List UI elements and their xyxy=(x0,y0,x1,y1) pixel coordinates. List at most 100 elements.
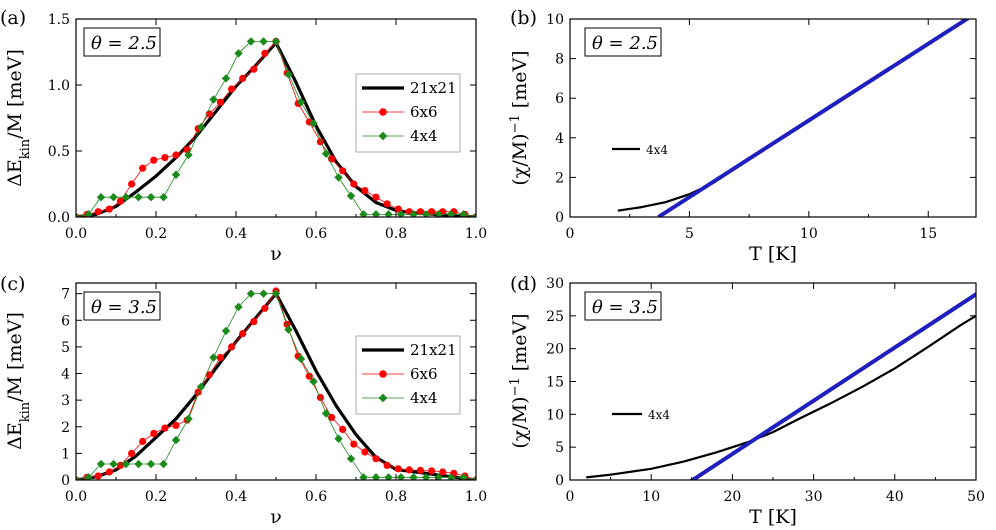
data-point-6x6 xyxy=(372,455,380,463)
data-point-6x6 xyxy=(172,421,180,429)
data-point-6x6 xyxy=(383,461,391,469)
data-point-4x4 xyxy=(284,70,293,79)
data-point-6x6 xyxy=(216,353,224,362)
data-point-6x6 xyxy=(439,468,447,476)
data-point-4x4 xyxy=(171,170,181,179)
y-tick-label: 0 xyxy=(555,473,564,489)
data-point-4x4 xyxy=(446,210,456,217)
y-tick-label: 10 xyxy=(546,407,564,423)
legend-label: 6x6 xyxy=(410,365,438,383)
y-tick-label: 20 xyxy=(546,342,564,358)
panel-label: (c) xyxy=(0,273,25,295)
data-point-4x4 xyxy=(346,454,356,463)
data-point-4x4 xyxy=(334,173,343,182)
x-tick-label: 0 xyxy=(566,489,575,505)
data-point-4x4 xyxy=(234,49,243,58)
data-point-4x4 xyxy=(246,37,256,46)
x-tick-label: 0.8 xyxy=(385,489,407,505)
data-point-6x6 xyxy=(316,393,324,402)
data-point-4x4 xyxy=(296,354,306,364)
y-tick-label: 25 xyxy=(546,309,564,325)
data-point-6x6 xyxy=(250,318,258,326)
data-point-4x4 xyxy=(146,193,156,202)
legend-label: 21x21 xyxy=(410,341,457,359)
data-point-4x4 xyxy=(309,119,318,128)
data-point-6x6 xyxy=(139,164,147,172)
panel-c-chart: (c) 0.0 0.2 0.4 0.6 0.8 1.0 0 1 2 3 4 5 6 7 θ = 3.5 2… xyxy=(0,273,487,528)
annotation-box: θ = 3.5 xyxy=(584,291,662,321)
data-point-4x4 xyxy=(84,210,93,217)
y-tick-label: 4 xyxy=(61,367,70,383)
data-point-6x6 xyxy=(228,85,236,93)
data-point-4x4 xyxy=(409,473,418,480)
data-point-4x4 xyxy=(84,473,93,480)
y-tick-label: 5 xyxy=(61,340,70,356)
x-tick-label: 0.8 xyxy=(385,226,407,242)
data-point-4x4 xyxy=(409,210,418,217)
x-tick-label: 0.2 xyxy=(145,489,167,505)
data-point-6x6 xyxy=(350,440,358,448)
legend-marker xyxy=(378,393,388,403)
data-point-4x4 xyxy=(396,473,406,480)
x-axis-label: T [K] xyxy=(749,506,797,528)
y-tick-label: 0 xyxy=(61,473,70,489)
data-point-6x6 xyxy=(405,466,413,474)
fit-line xyxy=(657,19,971,217)
data-point-6x6 xyxy=(128,180,136,188)
data-point-6x6 xyxy=(416,208,424,216)
theta-annotation: θ = 3.5 xyxy=(592,297,658,318)
data-point-4x4 xyxy=(396,210,406,217)
data-point-4x4 xyxy=(146,459,156,469)
x-tick-label: 0.0 xyxy=(65,226,87,242)
y-tick-label: 15 xyxy=(546,375,564,391)
legend-marker xyxy=(379,108,387,116)
data-point-6x6 xyxy=(150,429,158,437)
data-point-6x6 xyxy=(150,156,158,164)
data-point-6x6 xyxy=(116,197,124,205)
data-point-6x6 xyxy=(228,343,236,351)
data-point-4x4 xyxy=(76,475,81,480)
data-point-4x4 xyxy=(196,382,206,392)
data-point-4x4 xyxy=(134,193,143,202)
x-axis-label: ν xyxy=(270,506,282,528)
data-point-4x4 xyxy=(346,191,356,201)
data-point-6x6 xyxy=(161,154,169,162)
y-tick-label: 8 xyxy=(555,52,564,68)
y-tick-label: 0.5 xyxy=(48,144,70,160)
data-point-6x6 xyxy=(394,205,402,213)
data-point-6x6 xyxy=(361,448,369,456)
data-point-6x6 xyxy=(94,472,102,480)
series-line-4x4 xyxy=(586,314,976,479)
data-point-4x4 xyxy=(421,473,431,480)
x-tick-label: 20 xyxy=(723,489,741,505)
data-point-6x6 xyxy=(116,461,124,469)
data-point-4x4 xyxy=(109,459,118,469)
data-point-4x4 xyxy=(121,193,131,202)
data-point-4x4 xyxy=(446,473,456,480)
data-point-4x4 xyxy=(471,212,476,217)
data-point-6x6 xyxy=(383,200,391,208)
data-point-4x4 xyxy=(321,409,331,418)
x-tick-label: 10 xyxy=(800,226,818,242)
data-point-4x4 xyxy=(271,289,281,298)
x-tick-label: 10 xyxy=(642,489,660,505)
data-point-4x4 xyxy=(121,459,131,469)
data-point-4x4 xyxy=(159,193,168,202)
legend-label: 4x4 xyxy=(648,408,670,422)
y-tick-label: 2 xyxy=(555,170,564,186)
y-tick-label: 5 xyxy=(555,440,564,456)
data-point-4x4 xyxy=(171,435,181,445)
y-axis-label: (χ/M)−1 [meV] xyxy=(508,313,532,448)
data-point-4x4 xyxy=(134,459,143,469)
legend-label: 4x4 xyxy=(410,127,438,145)
data-point-4x4 xyxy=(246,289,256,298)
data-point-6x6 xyxy=(328,413,336,421)
x-tick-label: 0.2 xyxy=(145,226,167,242)
x-tick-label: 0.4 xyxy=(225,226,247,242)
x-tick-label: 40 xyxy=(886,489,904,505)
data-point-4x4 xyxy=(259,37,268,46)
data-point-4x4 xyxy=(209,95,218,104)
data-point-4x4 xyxy=(184,414,193,423)
x-axis-label: T [K] xyxy=(749,243,797,265)
data-point-4x4 xyxy=(221,326,231,336)
